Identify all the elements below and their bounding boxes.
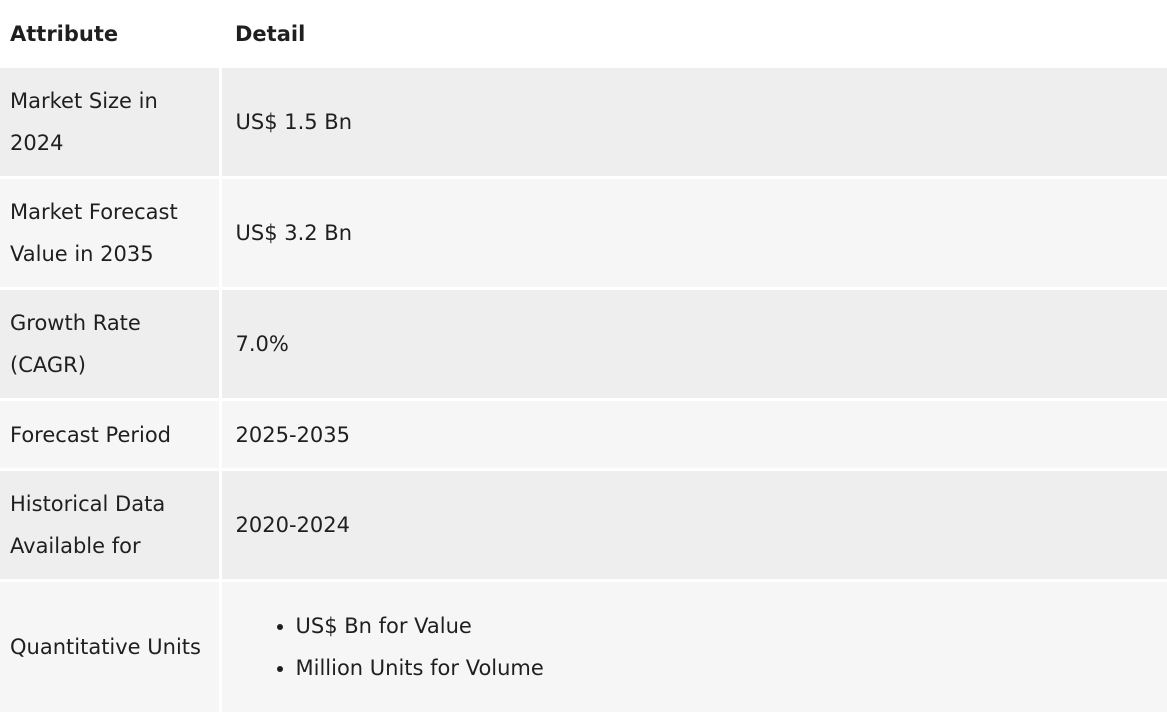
attribute-cell: Market Forecast Value in 2035	[0, 178, 220, 289]
detail-cell: 7.0%	[220, 289, 1167, 400]
detail-cell: US$ Bn for Value Million Units for Volum…	[220, 581, 1167, 712]
list-item: US$ Bn for Value	[296, 605, 1158, 647]
detail-cell: US$ 1.5 Bn	[220, 68, 1167, 178]
table-row: Forecast Period 2025-2035	[0, 400, 1167, 470]
table-row: Historical Data Available for 2020-2024	[0, 470, 1167, 581]
attribute-cell: Historical Data Available for	[0, 470, 220, 581]
list-item: Million Units for Volume	[296, 647, 1158, 689]
table-header-row: Attribute Detail	[0, 0, 1167, 68]
table-row: Market Size in 2024 US$ 1.5 Bn	[0, 68, 1167, 178]
header-detail: Detail	[220, 0, 1167, 68]
attribute-cell: Market Size in 2024	[0, 68, 220, 178]
detail-cell: 2025-2035	[220, 400, 1167, 470]
units-list: US$ Bn for Value Million Units for Volum…	[236, 605, 1158, 689]
attribute-cell: Growth Rate (CAGR)	[0, 289, 220, 400]
detail-cell: US$ 3.2 Bn	[220, 178, 1167, 289]
header-attribute: Attribute	[0, 0, 220, 68]
table-row: Market Forecast Value in 2035 US$ 3.2 Bn	[0, 178, 1167, 289]
table-row: Growth Rate (CAGR) 7.0%	[0, 289, 1167, 400]
attribute-cell: Quantitative Units	[0, 581, 220, 712]
attribute-cell: Forecast Period	[0, 400, 220, 470]
table-row: Quantitative Units US$ Bn for Value Mill…	[0, 581, 1167, 712]
detail-cell: 2020-2024	[220, 470, 1167, 581]
